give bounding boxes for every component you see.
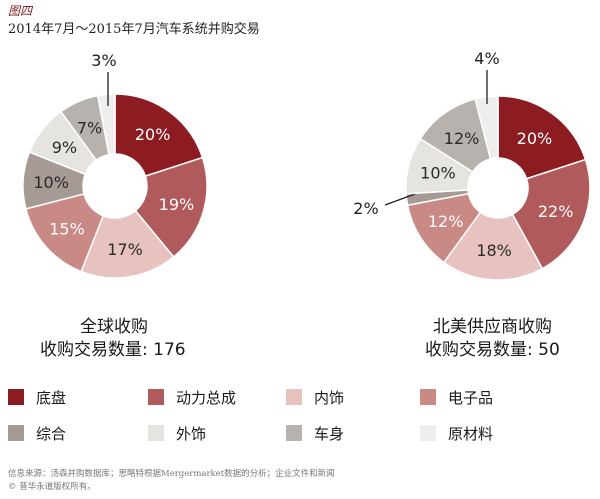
figure-label: 图四 xyxy=(8,4,33,18)
data-label: 17% xyxy=(107,240,143,259)
global-caption-count: 收购交易数量: 176 xyxy=(40,340,186,360)
data-label: 20% xyxy=(517,129,553,148)
data-label: 22% xyxy=(538,202,574,221)
na-caption-count: 收购交易数量: 50 xyxy=(425,340,560,360)
legend-swatch xyxy=(148,425,164,441)
donut-slice xyxy=(96,93,116,156)
legend-swatch xyxy=(286,389,302,405)
donut-slice xyxy=(511,158,591,270)
global-caption-title: 全球收购 xyxy=(80,317,148,337)
legend-swatch xyxy=(286,425,302,441)
donut-slice xyxy=(80,209,175,279)
data-label: 10% xyxy=(420,164,456,183)
legend-item-powertrain: 动力总成 xyxy=(148,386,236,408)
donut-charts: 20% 19% 17% 15% 10% 9%7% 3% 20% 22% 18% 12% 2% 10% 12… xyxy=(22,49,591,281)
legend-swatch xyxy=(420,425,436,441)
donut-slice xyxy=(114,93,204,178)
data-label: 9% xyxy=(52,138,77,157)
donut-chart-global: 20% 19% 17% 15% 10% 9%7% 3% xyxy=(22,51,208,279)
na-caption: 北美供应商收购 收购交易数量: 50 xyxy=(425,316,600,362)
legend-label: 内饰 xyxy=(314,388,345,407)
data-label: 2% xyxy=(353,199,378,218)
donut-slice xyxy=(497,95,587,180)
legend-item-raw-materials: 原材料 xyxy=(420,422,493,444)
data-label: 3% xyxy=(91,51,116,70)
legend-label: 电子品 xyxy=(448,388,494,407)
data-label: 19% xyxy=(159,195,195,214)
legend-item-chassis: 底盘 xyxy=(8,386,66,408)
leader-line xyxy=(384,193,416,206)
legend-swatch xyxy=(8,389,24,405)
data-label: 15% xyxy=(49,219,85,238)
source-line: 信息来源：汤森并购数据库；思略特根据Mergermarket数据的分析；企业文件… xyxy=(8,469,335,479)
legend-label: 动力总成 xyxy=(176,388,237,407)
legend-label: 综合 xyxy=(36,424,67,443)
legend-label: 原材料 xyxy=(448,424,494,443)
na-caption-title: 北美供应商收购 xyxy=(433,317,552,337)
legend-swatch xyxy=(420,389,436,405)
data-label: 12% xyxy=(428,212,464,231)
legend-swatch xyxy=(8,425,24,441)
data-label: 20% xyxy=(135,125,171,144)
legend-label: 车身 xyxy=(314,424,345,443)
legend-item-electronics: 电子品 xyxy=(420,386,493,408)
global-caption: 全球收购 收购交易数量: 176 xyxy=(40,316,240,362)
data-label: 18% xyxy=(476,241,512,260)
donut-slice xyxy=(474,95,499,160)
legend-item-body: 车身 xyxy=(286,422,344,444)
figure-title: 2014年7月～2015年7月汽车系统并购交易 xyxy=(8,22,260,37)
source-note: 信息来源：汤森并购数据库；思略特根据Mergermarket数据的分析；企业文件… xyxy=(8,468,593,494)
copyright-line: © 普华永道版权所有。 xyxy=(8,482,96,492)
data-label: 12% xyxy=(444,129,480,148)
data-label: 4% xyxy=(474,49,499,68)
donut-chart-north-america: 20% 22% 18% 12% 2% 10% 12% 4% xyxy=(353,49,591,281)
legend-label: 外饰 xyxy=(176,424,207,443)
legend: 底盘 动力总成 内饰 电子品 综合 外饰 车身 原材料 xyxy=(8,386,598,456)
data-label: 7% xyxy=(77,118,102,137)
legend-item-interior: 内饰 xyxy=(286,386,344,408)
legend-item-integrated: 综合 xyxy=(8,422,66,444)
legend-swatch xyxy=(148,389,164,405)
legend-item-exterior: 外饰 xyxy=(148,422,206,444)
data-label: 10% xyxy=(33,173,69,192)
legend-label: 底盘 xyxy=(36,388,67,407)
